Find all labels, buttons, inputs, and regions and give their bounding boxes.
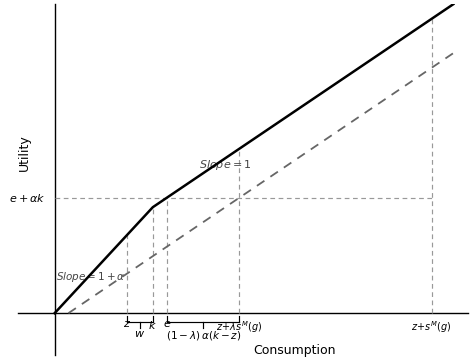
Text: $z\!+\!\lambda s^{M}(g)$: $z\!+\!\lambda s^{M}(g)$ <box>216 319 263 335</box>
Text: $e + \alpha k$: $e + \alpha k$ <box>9 192 46 204</box>
Text: $z\!+\!s^{M}(g)$: $z\!+\!s^{M}(g)$ <box>411 319 452 335</box>
Text: Utility: Utility <box>17 134 31 171</box>
Text: $(1-\lambda)\,\alpha(k-z)$: $(1-\lambda)\,\alpha(k-z)$ <box>166 329 241 342</box>
Text: Consumption: Consumption <box>253 343 336 356</box>
Text: $z$: $z$ <box>123 319 131 329</box>
Text: $\mathit{Slope} = 1 + \alpha$: $\mathit{Slope} = 1 + \alpha$ <box>56 270 126 284</box>
Text: $w$: $w$ <box>134 329 145 339</box>
Text: $e$: $e$ <box>163 319 171 329</box>
Text: $\mathit{Slope} = 1$: $\mathit{Slope} = 1$ <box>199 158 251 172</box>
Text: $k$: $k$ <box>148 319 157 331</box>
